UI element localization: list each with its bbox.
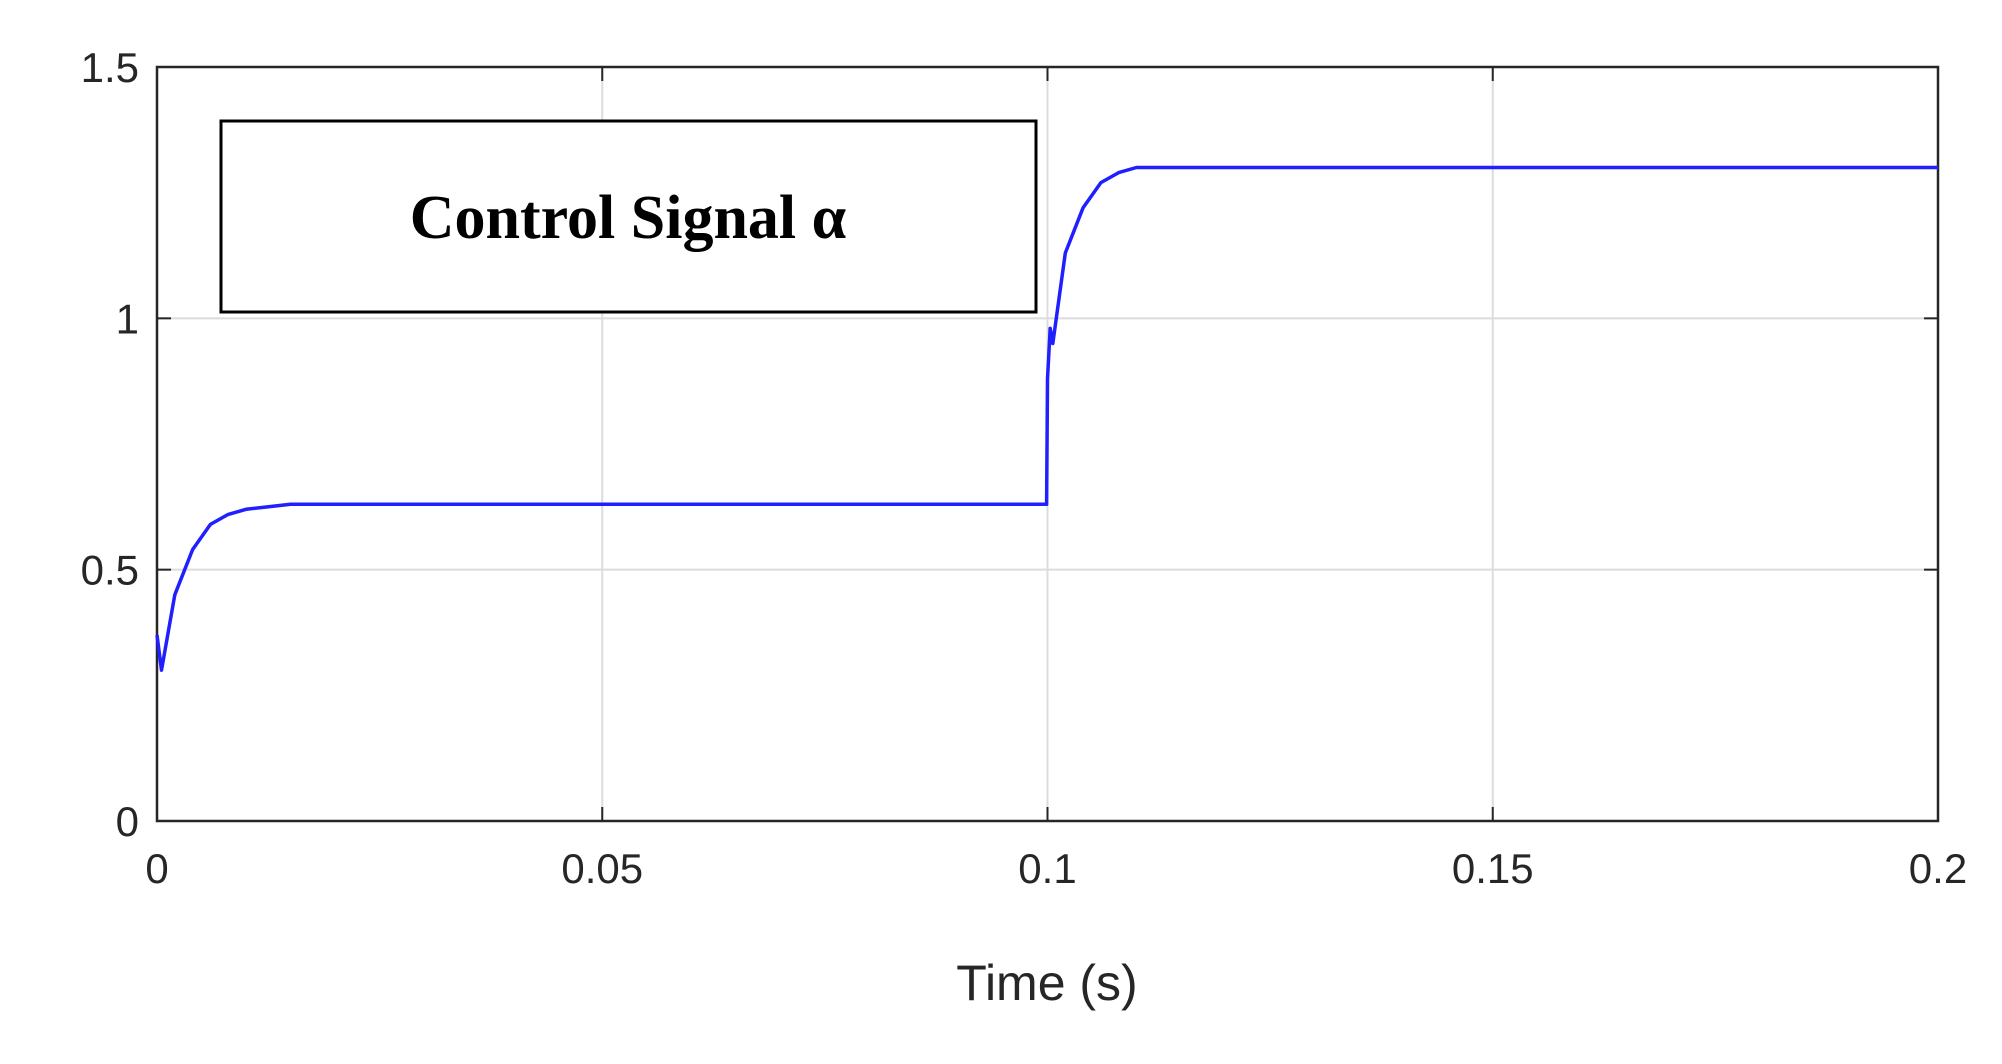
data-line [155, 165, 1938, 672]
x-axis-label: Time (s) [956, 955, 1137, 1011]
x-tick-label: 0.15 [1452, 845, 1534, 892]
annotation: Control Signal α [410, 184, 847, 252]
x-tick-label: 0 [145, 845, 168, 892]
y-tick-label: 1.5 [81, 44, 139, 91]
x-tick-label: 0.05 [561, 845, 643, 892]
x-tick-label: 0.1 [1018, 845, 1076, 892]
y-tick-label: 1 [116, 295, 139, 342]
x-tick-label: 0.2 [1909, 845, 1967, 892]
axes-box [155, 65, 1940, 823]
y-tick-label: 0.5 [81, 547, 139, 594]
y-tick-label: 0 [116, 798, 139, 845]
annotation-box [219, 119, 1038, 314]
